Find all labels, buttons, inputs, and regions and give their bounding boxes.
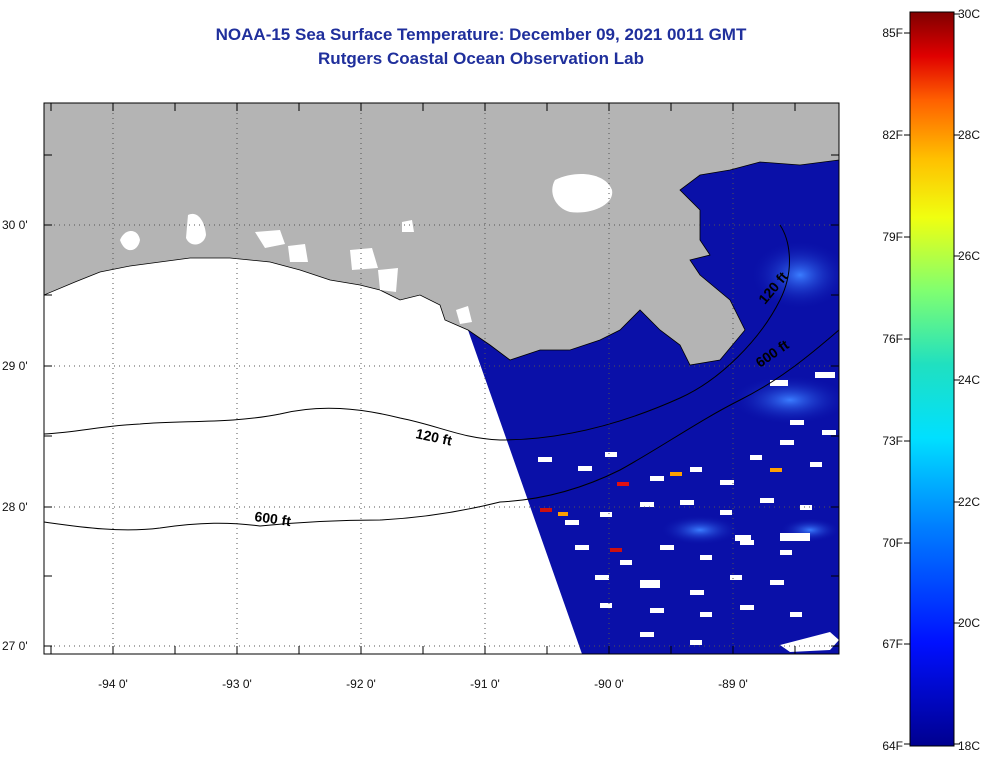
colorbar-f-label: 76F (882, 332, 903, 346)
colorbar-c-label: 26C (958, 249, 980, 263)
colorbar-f-label: 79F (882, 230, 903, 244)
colorbar-c-label: 18C (958, 739, 980, 753)
colorbar-f-label: 82F (882, 128, 903, 142)
lon-label-92: -92 0' (346, 677, 376, 691)
map-subtitle: Rutgers Coastal Ocean Observation Lab (318, 49, 644, 68)
colorbar-f-label: 73F (882, 434, 903, 448)
lat-label-29: 29 0' (2, 359, 28, 373)
lon-label-91: -91 0' (470, 677, 500, 691)
graticule (44, 103, 839, 654)
colorbar-c-label: 28C (958, 128, 980, 142)
map-title: NOAA-15 Sea Surface Temperature: Decembe… (215, 25, 747, 44)
lat-label-27: 27 0' (2, 639, 28, 653)
colorbar-c-label: 30C (958, 7, 980, 21)
map-plot-area (44, 103, 839, 654)
bathymetry-contours (44, 224, 839, 531)
plot-frame (43, 102, 840, 655)
contour-label-120ft-west: 120 ft (414, 425, 453, 448)
colorbar-c-label: 22C (958, 495, 980, 509)
colorbar-f-label: 64F (882, 739, 903, 753)
axis-ticks (44, 103, 839, 654)
colorbar-c-label: 20C (958, 616, 980, 630)
colorbar-f-label: 70F (882, 536, 903, 550)
colorbar-f-label: 85F (882, 26, 903, 40)
colorbar: 85F 82F 79F 76F 73F 70F 67F 64F 30C 28C … (882, 7, 980, 753)
lat-label-30: 30 0' (2, 218, 28, 232)
colorbar-f-label: 67F (882, 637, 903, 651)
lat-label-28: 28 0' (2, 500, 28, 514)
colorbar-gradient (909, 11, 955, 747)
lon-label-89: -89 0' (718, 677, 748, 691)
contour-label-600ft-west: 600 ft (254, 508, 293, 529)
warm-pixels (540, 468, 782, 552)
cloud-mask (120, 174, 613, 324)
lon-label-93: -93 0' (222, 677, 252, 691)
lon-label-94: -94 0' (98, 677, 128, 691)
lon-label-90: -90 0' (594, 677, 624, 691)
colorbar-c-label: 24C (958, 373, 980, 387)
